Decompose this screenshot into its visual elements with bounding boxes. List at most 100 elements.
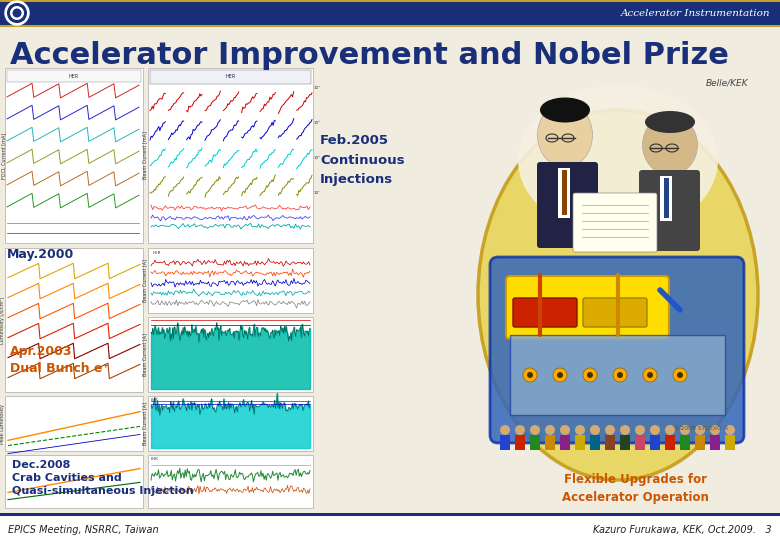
Circle shape — [24, 11, 27, 15]
Bar — [664, 178, 669, 218]
Circle shape — [530, 425, 540, 435]
Text: 10²: 10² — [314, 156, 321, 160]
Ellipse shape — [537, 103, 593, 167]
Circle shape — [665, 425, 675, 435]
Bar — [148, 68, 313, 243]
Text: Feb.2005
Continuous
Injections: Feb.2005 Continuous Injections — [320, 134, 405, 186]
Bar — [575, 435, 585, 450]
Circle shape — [695, 425, 705, 435]
Text: Dec.2008
Crab Cavities and
Quasi-simultaneous Injection: Dec.2008 Crab Cavities and Quasi-simulta… — [12, 460, 193, 496]
Ellipse shape — [643, 115, 697, 175]
Bar — [5, 455, 143, 508]
Text: 10¹: 10¹ — [314, 191, 321, 195]
Bar — [545, 435, 555, 450]
Text: HER: HER — [153, 251, 161, 255]
FancyBboxPatch shape — [639, 170, 700, 251]
Bar — [148, 396, 313, 451]
Bar — [148, 317, 313, 392]
Bar — [5, 248, 143, 392]
Bar — [590, 435, 600, 450]
Bar — [0, 0, 780, 2]
Bar — [5, 68, 143, 243]
Text: Kazuro Furukawa, KEK, Oct.2009.   3: Kazuro Furukawa, KEK, Oct.2009. 3 — [594, 525, 772, 535]
Circle shape — [613, 368, 627, 382]
Bar — [7, 70, 141, 82]
Ellipse shape — [518, 85, 718, 235]
Text: 10⁴: 10⁴ — [314, 86, 321, 90]
Bar — [500, 435, 510, 450]
Circle shape — [9, 5, 12, 9]
Bar — [558, 168, 570, 218]
Text: Beam Current [mA]: Beam Current [mA] — [143, 132, 147, 179]
FancyBboxPatch shape — [583, 298, 647, 327]
Bar — [660, 176, 672, 221]
Bar — [5, 396, 143, 451]
Text: May.2000: May.2000 — [7, 248, 74, 261]
Circle shape — [16, 3, 19, 6]
Circle shape — [605, 425, 615, 435]
Circle shape — [545, 425, 555, 435]
Circle shape — [643, 368, 657, 382]
Bar — [0, 25, 780, 27]
Circle shape — [553, 368, 567, 382]
Circle shape — [710, 425, 720, 435]
Text: Luminosity [/s/cm²]: Luminosity [/s/cm²] — [1, 296, 5, 343]
Circle shape — [7, 11, 10, 15]
Circle shape — [650, 425, 660, 435]
Text: Beam Current [A]: Beam Current [A] — [143, 259, 147, 302]
Bar — [510, 335, 725, 415]
Bar — [665, 435, 675, 450]
Bar — [562, 170, 567, 215]
Bar — [620, 435, 630, 450]
Bar — [0, 513, 780, 516]
Ellipse shape — [645, 111, 695, 133]
Bar — [530, 435, 540, 450]
Circle shape — [22, 5, 24, 9]
Text: EPICS Meeting, NSRRC, Taiwan: EPICS Meeting, NSRRC, Taiwan — [8, 525, 158, 535]
Circle shape — [673, 368, 687, 382]
Circle shape — [617, 372, 623, 378]
Circle shape — [10, 6, 24, 20]
Circle shape — [677, 372, 683, 378]
FancyBboxPatch shape — [573, 193, 657, 252]
Text: ©2008 STUDIO R: ©2008 STUDIO R — [674, 426, 728, 431]
Text: LHK: LHK — [151, 398, 159, 402]
Circle shape — [560, 425, 570, 435]
Text: Accelerator Instrumentation: Accelerator Instrumentation — [621, 9, 770, 18]
Bar — [150, 70, 311, 84]
Text: HER: HER — [225, 75, 236, 79]
Text: 10³: 10³ — [314, 121, 321, 125]
Ellipse shape — [540, 98, 590, 123]
Circle shape — [500, 425, 510, 435]
Bar — [0, 516, 780, 540]
Bar — [710, 435, 720, 450]
Circle shape — [9, 17, 12, 21]
Circle shape — [583, 368, 597, 382]
Text: Beam Current [A]: Beam Current [A] — [143, 402, 147, 445]
Bar — [650, 435, 660, 450]
Circle shape — [557, 372, 563, 378]
Bar — [725, 435, 735, 450]
Bar — [0, 2, 780, 25]
Bar — [680, 435, 690, 450]
Bar — [148, 455, 313, 508]
Text: FOCL Current [mA]: FOCL Current [mA] — [2, 132, 6, 179]
Circle shape — [515, 425, 525, 435]
Text: Belle/KEK: Belle/KEK — [705, 78, 748, 87]
Circle shape — [620, 425, 630, 435]
Circle shape — [725, 425, 735, 435]
Text: Apr.2003
Dual Bunch e⁺: Apr.2003 Dual Bunch e⁺ — [10, 345, 109, 375]
Circle shape — [12, 9, 22, 17]
Circle shape — [647, 372, 653, 378]
Circle shape — [22, 17, 24, 21]
Bar — [515, 435, 525, 450]
FancyBboxPatch shape — [506, 276, 669, 339]
Bar — [148, 248, 313, 313]
Text: Flexible Upgrades for
Accelerator Operation: Flexible Upgrades for Accelerator Operat… — [562, 473, 708, 504]
Circle shape — [590, 425, 600, 435]
Bar — [560, 435, 570, 450]
FancyBboxPatch shape — [537, 162, 598, 248]
FancyBboxPatch shape — [490, 257, 744, 443]
Circle shape — [680, 425, 690, 435]
Circle shape — [5, 1, 29, 25]
